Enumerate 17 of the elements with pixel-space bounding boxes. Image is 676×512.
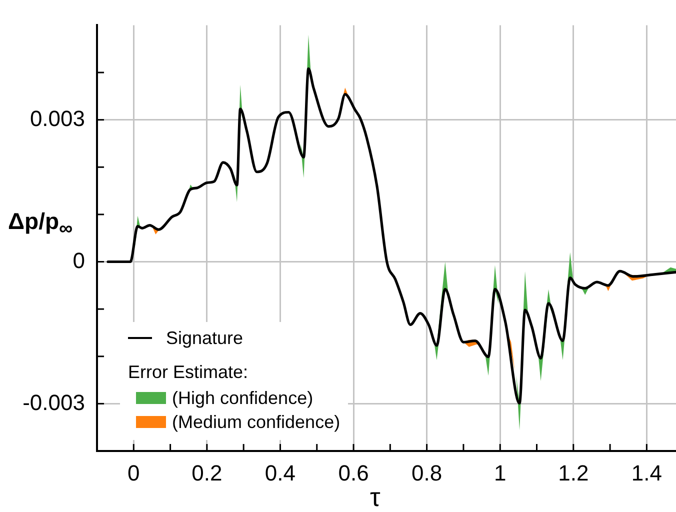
x-axis-title: τ bbox=[370, 482, 380, 512]
x-tick-label: 0.6 bbox=[338, 460, 369, 486]
x-tick-label: 0.2 bbox=[192, 460, 222, 486]
x-tick-label: 1.4 bbox=[631, 460, 662, 486]
legend-label: Signature bbox=[166, 327, 244, 350]
legend-title: Error Estimate: bbox=[128, 361, 250, 384]
y-tick-label: 0.003 bbox=[30, 106, 85, 131]
y-tick-label: 0 bbox=[72, 248, 85, 273]
y-tick-label: -0.003 bbox=[22, 390, 85, 415]
x-tick-label: 0.8 bbox=[412, 460, 442, 486]
legend-label: (Medium confidence) bbox=[172, 411, 340, 434]
x-tick-label: 1.2 bbox=[558, 460, 589, 486]
x-tick-label: 1 bbox=[494, 460, 506, 486]
x-tick-label: 0.4 bbox=[264, 460, 296, 486]
y-axis-title: Δp/p$_{∞}$ bbox=[8, 208, 73, 241]
x-tick-label: 0 bbox=[128, 460, 140, 486]
legend-label: (High confidence) bbox=[172, 387, 314, 410]
